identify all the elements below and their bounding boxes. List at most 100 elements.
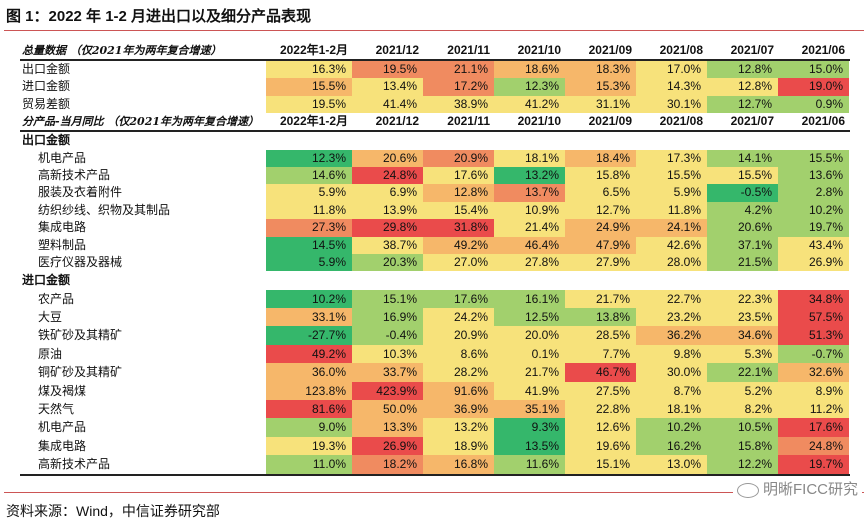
heatmap-cell: 41.2%	[494, 95, 565, 114]
column-header: 2021/06	[801, 114, 845, 129]
heatmap-cell: 41.4%	[352, 95, 423, 114]
heatmap-cell: 12.8%	[707, 61, 778, 79]
heatmap-cell: 0.9%	[778, 95, 849, 114]
heatmap-cell: 21.4%	[494, 219, 565, 237]
column-header: 2021/11	[447, 43, 490, 57]
heatmap-cell: 18.1%	[494, 149, 565, 167]
heatmap-cell: 13.6%	[778, 166, 849, 185]
table-row: 高新技术产品 11.0% 18.2% 16.8% 11.6% 15.1% 13.0% 12.2…	[20, 455, 850, 474]
heatmap-cell: 18.3%	[565, 61, 636, 79]
table-row: 贸易差额 19.5% 41.4% 38.9% 41.2% 31.1% 30.1% 12.7% 0…	[20, 95, 850, 114]
heatmap-cell: 13.2%	[494, 166, 565, 185]
heatmap-cell: 9.3%	[494, 418, 565, 437]
row-label: 煤及褐煤	[38, 383, 87, 398]
heatmap-cell: 17.3%	[636, 149, 707, 167]
row-label: 出口金额	[22, 62, 71, 76]
heatmap-cell: 15.5%	[778, 149, 849, 167]
heatmap-cell: 51.3%	[778, 326, 849, 345]
heatmap-cell: 10.3%	[352, 344, 423, 364]
heatmap-cell: 19.6%	[565, 436, 636, 456]
heatmap-cell: 19.5%	[352, 61, 423, 79]
heatmap-cell: 8.9%	[778, 381, 849, 401]
heatmap-cell: 22.8%	[565, 400, 636, 419]
heatmap-cell: 12.3%	[266, 149, 352, 167]
heatmap-cell: 36.0%	[266, 363, 352, 382]
heatmap-cell: 11.8%	[266, 201, 352, 220]
section-title-row: 进口金额	[20, 271, 850, 289]
table-row: 医疗仪器及器械 5.9% 20.3% 27.0% 27.8% 27.9% 28.0% 21.5…	[20, 253, 850, 272]
heatmap-cell: 12.2%	[707, 455, 778, 474]
heatmap-cell: 5.2%	[707, 381, 778, 401]
table-row: 农产品 10.2% 15.1% 17.6% 16.1% 21.7% 22.7% 22.3% 34…	[20, 289, 850, 309]
heatmap-cell: 24.9%	[565, 219, 636, 237]
heatmap-cell: 10.2%	[636, 418, 707, 437]
heatmap-cell: 22.7%	[636, 289, 707, 309]
heatmap-cell: 13.3%	[352, 418, 423, 437]
heatmap-cell: 13.8%	[565, 308, 636, 327]
heatmap-cell: 6.5%	[565, 184, 636, 202]
heatmap-cell: 16.2%	[636, 436, 707, 456]
heatmap-cell: 12.7%	[565, 201, 636, 220]
heatmap-cell: 14.1%	[707, 149, 778, 167]
heatmap-cell: 18.6%	[494, 61, 565, 79]
heatmap-cell: 15.1%	[352, 289, 423, 309]
heatmap-cell: 20.6%	[707, 219, 778, 237]
column-header: 2021/09	[588, 43, 632, 57]
heatmap-cell: 27.8%	[494, 253, 565, 272]
table-section: 出口金额 机电产品 12.3% 20.6% 20.9% 18.1% 18.4% 17.3% 14…	[20, 132, 850, 272]
table-row: 原油 49.2% 10.3% 8.6% 0.1% 7.7% 9.8% 5.3% -0.7%	[20, 344, 850, 364]
heatmap-cell: 41.9%	[494, 381, 565, 401]
heatmap-cell: 13.9%	[352, 201, 423, 220]
heatmap-cell: 16.9%	[352, 308, 423, 327]
row-label: 集成电路	[38, 220, 87, 235]
heatmap-cell: 20.0%	[494, 326, 565, 345]
heatmap-cell: 20.9%	[423, 326, 494, 345]
heatmap-cell: 11.8%	[636, 201, 707, 220]
table-row: 集成电路 19.3% 26.9% 18.9% 13.5% 19.6% 16.2% 15.8% 2…	[20, 436, 850, 456]
heatmap-cell: 36.9%	[423, 400, 494, 419]
heatmap-cell: 50.0%	[352, 400, 423, 419]
row-label: 纺织纱线、织物及其制品	[38, 202, 171, 217]
row-label: 天然气	[38, 402, 75, 417]
column-header: 2021/07	[730, 43, 774, 57]
heatmap-cell: 11.6%	[494, 455, 565, 474]
heatmap-cell: 18.2%	[352, 455, 423, 474]
source-note: 资料来源：Wind，中信证券研究部	[6, 503, 220, 519]
block-header-label: 分产品-当月同比 （仅2021年为两年复合增速）	[22, 115, 260, 129]
heatmap-cell: 14.3%	[636, 78, 707, 96]
heatmap-cell: 21.7%	[494, 363, 565, 382]
column-header: 2021/09	[588, 114, 632, 129]
heatmap-cell: 15.8%	[707, 436, 778, 456]
table-row: 服装及衣着附件 5.9% 6.9% 12.8% 13.7% 6.5% 5.9% -0.5% 2.…	[20, 184, 850, 202]
heatmap-cell: 28.0%	[636, 253, 707, 272]
heatmap-cell: 20.9%	[423, 149, 494, 167]
table-row: 纺织纱线、织物及其制品 11.8% 13.9% 15.4% 10.9% 12.7% 11.8…	[20, 201, 850, 220]
table-row: 进口金额 15.5% 13.4% 17.2% 12.3% 15.3% 14.3% 12.8% 1…	[20, 78, 850, 96]
heatmap-cell: 17.6%	[423, 289, 494, 309]
heatmap-cell: -27.7%	[266, 326, 352, 345]
heatmap-cell: 5.9%	[266, 253, 352, 272]
heatmap-cell: 16.8%	[423, 455, 494, 474]
heatmap-cell: 15.1%	[565, 455, 636, 474]
heatmap-cell: 30.0%	[636, 363, 707, 382]
heatmap-cell: 19.3%	[266, 436, 352, 456]
heatmap-cell: 81.6%	[266, 400, 352, 419]
column-header: 2021/11	[447, 114, 490, 129]
heatmap-cell: 27.3%	[266, 219, 352, 237]
block-header-label: 总量数据 （仅2021年为两年复合增速）	[22, 44, 222, 57]
heatmap-cell: 8.2%	[707, 400, 778, 419]
heatmap-cell: 26.9%	[352, 436, 423, 456]
heatmap-cell: 5.3%	[707, 344, 778, 364]
heatmap-table: 总量数据 （仅2021年为两年复合增速） 2022年1-2月 2021/12 2021…	[20, 42, 850, 476]
heatmap-cell: 8.7%	[636, 381, 707, 401]
heatmap-cell: 14.5%	[266, 236, 352, 254]
table-header-row: 分产品-当月同比 （仅2021年为两年复合增速） 2022年1-2月 2021/12…	[20, 113, 850, 133]
heatmap-cell: 5.9%	[266, 184, 352, 202]
column-header: 2021/12	[375, 43, 419, 57]
column-header: 2021/08	[659, 114, 703, 129]
heatmap-cell: 33.1%	[266, 308, 352, 327]
heatmap-cell: 15.4%	[423, 201, 494, 220]
heatmap-cell: 43.4%	[778, 236, 849, 254]
heatmap-cell: 10.5%	[707, 418, 778, 437]
table-bottom-rule	[20, 473, 850, 476]
